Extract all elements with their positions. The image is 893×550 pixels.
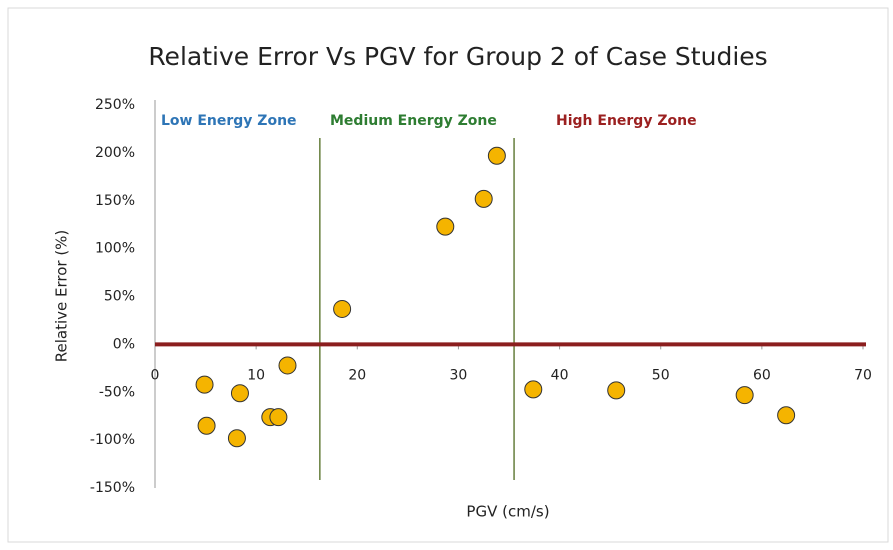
point [474,189,493,208]
x-tick-label: 40 [551,367,569,383]
y-tick-label: -100% [90,432,135,448]
chart-title: Relative Error Vs PGV for Group 2 of Cas… [148,42,767,71]
point [487,146,506,165]
y-tick-label: 250% [95,97,135,113]
zone-label: Medium Energy Zone [330,113,497,129]
y-tick-label: -150% [90,480,135,496]
y-tick-label: 50% [104,289,135,305]
x-tick-label: 20 [348,367,366,383]
point [524,380,543,399]
zone-label: Low Energy Zone [161,113,297,129]
point [777,406,796,425]
point [227,429,246,448]
x-tick-label: 10 [247,367,265,383]
point [333,299,352,318]
point [436,217,455,236]
point [278,356,297,375]
y-tick-label: 200% [95,145,135,161]
x-tick-label: 30 [450,367,468,383]
x-tick-label: 60 [753,367,771,383]
y-axis-label: Relative Error (%) [53,230,71,363]
y-tick-label: 0% [113,336,135,352]
x-tick-label: 70 [854,367,872,383]
y-tick-label: 100% [95,241,135,257]
point [195,375,214,394]
point [230,384,249,403]
x-tick-label: 0 [151,367,160,383]
point [607,381,626,400]
chart-border [7,7,889,543]
point [735,386,754,405]
zone-label: High Energy Zone [556,113,697,129]
point [197,416,216,435]
y-tick-label: 150% [95,193,135,209]
x-axis-label: PGV (cm/s) [466,503,549,521]
point [269,408,288,427]
x-tick-label: 50 [652,367,670,383]
y-tick-label: -50% [99,384,135,400]
